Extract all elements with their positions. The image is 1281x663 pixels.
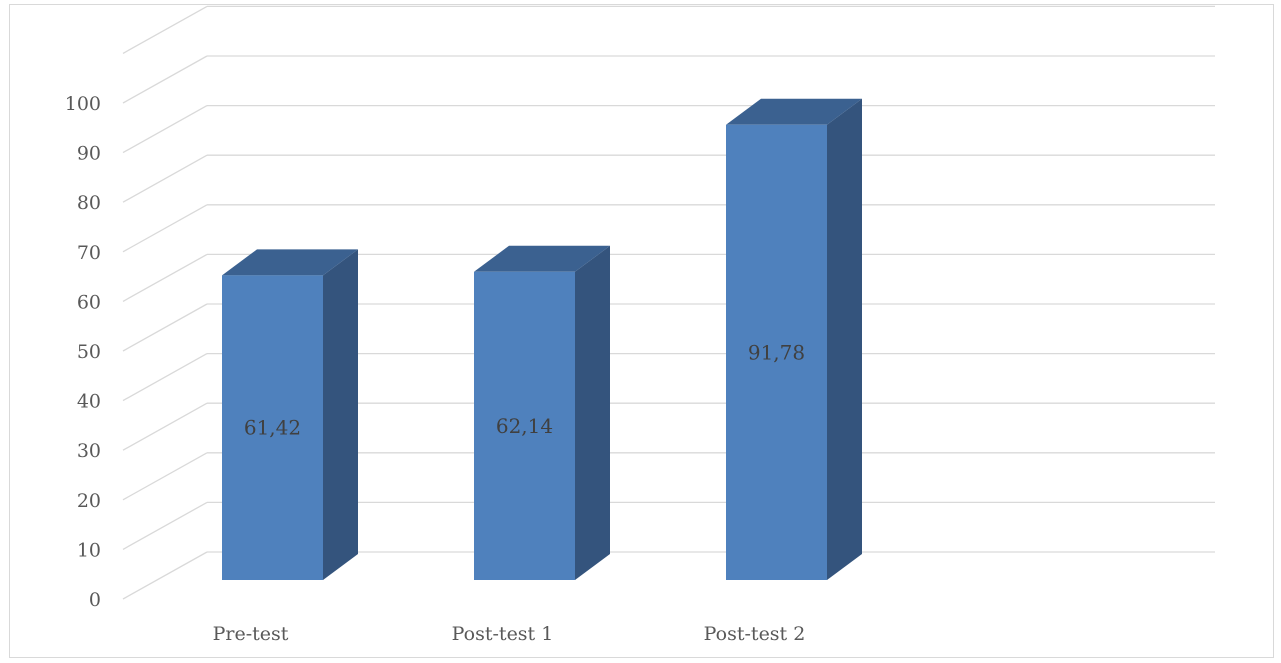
bar-top (474, 245, 610, 272)
y-tick-label: 80 (77, 192, 101, 214)
bar-front (474, 271, 575, 580)
gridlines (122, 5, 1215, 600)
bar-side (575, 245, 610, 581)
x-category-label: Pre-test (213, 623, 289, 645)
y-tick-label: 40 (77, 391, 101, 413)
bars: 61,42 62,14 91,78 (222, 98, 862, 581)
gridline-diagonal-110 (122, 5, 208, 54)
y-tick-label: 20 (77, 490, 101, 512)
bar-front (222, 275, 323, 580)
bar: 61,42 (222, 249, 358, 580)
y-tick-label: 90 (77, 143, 101, 165)
chart-frame (9, 4, 1274, 658)
gridline-diagonal-80 (122, 154, 208, 203)
gridline-diagonal-90 (122, 105, 208, 154)
gridline-diagonal-10 (122, 501, 208, 550)
y-tick-label: 10 (77, 539, 101, 561)
x-axis-categories: Pre-test Post-test 1 Post-test 2 (213, 623, 806, 645)
bar-front (726, 124, 827, 580)
y-axis-ticks: 0 10 20 30 40 50 60 70 80 90 100 (65, 93, 101, 611)
y-tick-label: 70 (77, 242, 101, 264)
y-tick-label: 100 (65, 93, 101, 115)
y-tick-label: 60 (77, 291, 101, 313)
bar-side (323, 249, 358, 580)
x-category-label: Post-test 2 (704, 623, 806, 645)
gridline-diagonal-20 (122, 452, 208, 501)
bar: 62,14 (474, 245, 610, 581)
bar-top (726, 98, 862, 125)
gridline-diagonal-50 (122, 303, 208, 352)
y-tick-label: 0 (89, 589, 101, 611)
gridline-diagonal-100 (122, 55, 208, 104)
data-label: 61,42 (244, 416, 301, 440)
x-category-label: Post-test 1 (452, 623, 554, 645)
bar: 91,78 (726, 98, 862, 580)
gridline-diagonal-70 (122, 204, 208, 253)
data-label: 91,78 (748, 340, 805, 364)
data-label: 62,14 (496, 414, 553, 438)
y-tick-label: 30 (77, 440, 101, 462)
bar-side (827, 98, 862, 580)
gridline-diagonal-30 (122, 402, 208, 451)
gridline-diagonal-40 (122, 353, 208, 402)
y-tick-label: 50 (77, 341, 101, 363)
gridline-diagonal-0 (122, 551, 208, 600)
bar-top (222, 249, 358, 276)
gridline-diagonal-60 (122, 253, 208, 302)
